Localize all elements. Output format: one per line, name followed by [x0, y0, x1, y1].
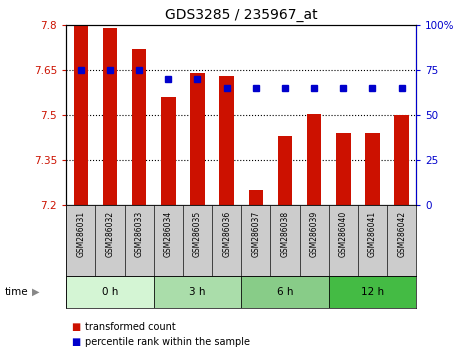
Bar — [329, 205, 358, 276]
Text: GSM286035: GSM286035 — [193, 211, 202, 257]
Bar — [154, 205, 183, 276]
Bar — [241, 205, 271, 276]
Bar — [66, 276, 154, 308]
Text: 6 h: 6 h — [277, 287, 293, 297]
Text: transformed count: transformed count — [85, 322, 176, 332]
Text: 0 h: 0 h — [102, 287, 118, 297]
Bar — [124, 205, 154, 276]
Text: GSM286032: GSM286032 — [105, 211, 114, 257]
Bar — [387, 205, 416, 276]
Text: 12 h: 12 h — [361, 287, 384, 297]
Bar — [271, 205, 299, 276]
Bar — [73, 25, 88, 205]
Bar — [219, 76, 234, 205]
Bar — [248, 190, 263, 205]
Text: time: time — [5, 287, 28, 297]
Text: GSM286031: GSM286031 — [76, 211, 85, 257]
Text: 3 h: 3 h — [189, 287, 206, 297]
Text: GSM286036: GSM286036 — [222, 211, 231, 257]
Bar — [96, 205, 124, 276]
Bar — [190, 73, 205, 205]
Bar — [132, 49, 147, 205]
Bar — [358, 205, 387, 276]
Bar — [241, 276, 329, 308]
Text: ▶: ▶ — [32, 287, 39, 297]
Bar — [212, 205, 241, 276]
Text: GSM286038: GSM286038 — [280, 211, 289, 257]
Text: percentile rank within the sample: percentile rank within the sample — [85, 337, 250, 347]
Bar — [336, 133, 350, 205]
Bar — [307, 114, 322, 205]
Text: GSM286042: GSM286042 — [397, 211, 406, 257]
Text: GSM286040: GSM286040 — [339, 211, 348, 257]
Text: GSM286033: GSM286033 — [135, 211, 144, 257]
Bar — [154, 276, 241, 308]
Bar — [161, 97, 175, 205]
Text: GSM286037: GSM286037 — [251, 211, 260, 257]
Title: GDS3285 / 235967_at: GDS3285 / 235967_at — [165, 8, 317, 22]
Bar — [278, 136, 292, 205]
Bar — [329, 276, 416, 308]
Bar — [66, 205, 96, 276]
Bar — [299, 205, 329, 276]
Bar — [394, 115, 409, 205]
Text: GSM286041: GSM286041 — [368, 211, 377, 257]
Text: GSM286034: GSM286034 — [164, 211, 173, 257]
Text: ■: ■ — [71, 322, 80, 332]
Bar — [103, 28, 117, 205]
Text: ■: ■ — [71, 337, 80, 347]
Bar — [183, 205, 212, 276]
Bar — [365, 133, 380, 205]
Text: GSM286039: GSM286039 — [310, 211, 319, 257]
